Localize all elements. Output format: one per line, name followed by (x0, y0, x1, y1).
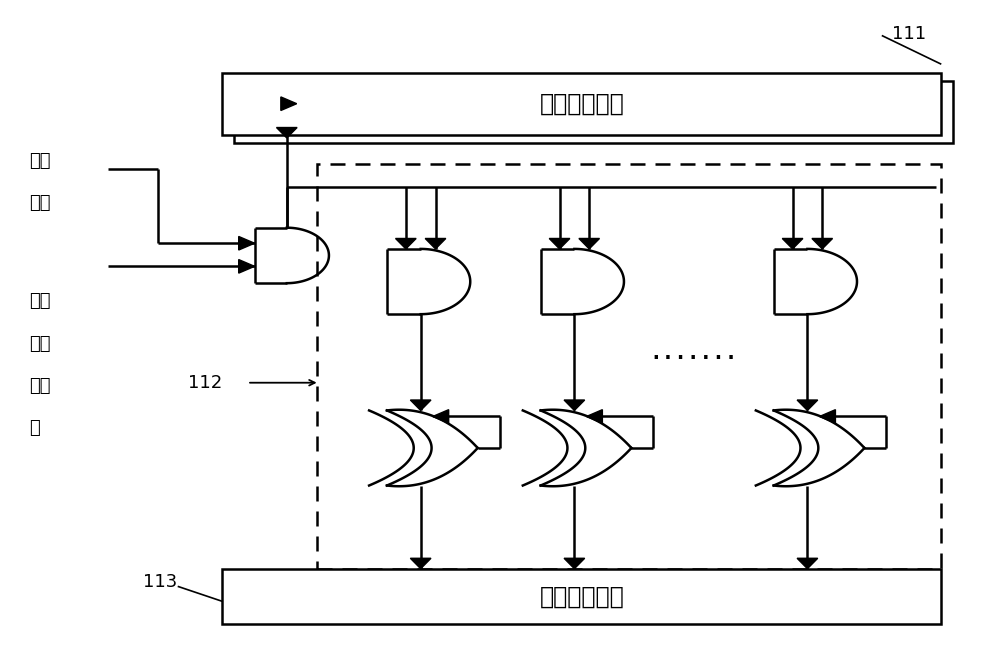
Bar (222, 568, 941, 624)
Polygon shape (812, 239, 833, 249)
Text: 111: 111 (892, 24, 926, 42)
Polygon shape (587, 410, 602, 423)
Text: 码序: 码序 (29, 334, 50, 352)
Polygon shape (281, 97, 297, 110)
Text: 113: 113 (143, 573, 178, 591)
Bar (317, 164, 941, 568)
Text: 第一寄存器组: 第一寄存器组 (539, 92, 624, 116)
Text: .......: ....... (649, 343, 738, 364)
Polygon shape (425, 239, 446, 249)
Text: 112: 112 (188, 373, 222, 392)
Text: 待译: 待译 (29, 292, 50, 310)
Polygon shape (564, 559, 585, 568)
Polygon shape (579, 239, 600, 249)
Bar (234, 81, 953, 143)
Polygon shape (410, 400, 431, 410)
Polygon shape (820, 410, 835, 423)
Text: 信号: 信号 (29, 194, 50, 212)
Polygon shape (549, 239, 570, 249)
Bar (222, 73, 941, 135)
Polygon shape (782, 239, 803, 249)
Polygon shape (797, 400, 818, 410)
Polygon shape (239, 260, 255, 273)
Polygon shape (564, 400, 585, 410)
Polygon shape (396, 239, 416, 249)
Text: 控制: 控制 (29, 152, 50, 170)
Polygon shape (276, 128, 297, 138)
Polygon shape (797, 559, 818, 568)
Polygon shape (433, 410, 449, 423)
Text: 列输: 列输 (29, 377, 50, 395)
Text: 入: 入 (29, 419, 40, 438)
Polygon shape (410, 559, 431, 568)
Text: 第二寄存器组: 第二寄存器组 (539, 584, 624, 609)
Polygon shape (239, 237, 255, 250)
